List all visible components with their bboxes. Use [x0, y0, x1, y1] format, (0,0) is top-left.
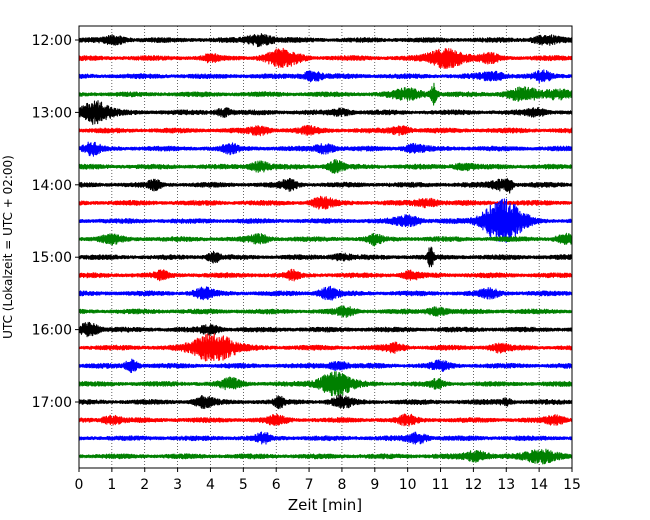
seismogram-trace — [78, 431, 573, 445]
seismogram-trace — [78, 198, 573, 244]
seismogram-trace — [78, 100, 573, 125]
seismogram-traces — [78, 33, 573, 465]
seismogram-trace — [78, 393, 573, 410]
seismogram-trace — [78, 448, 573, 465]
x-tick-label: 11 — [432, 477, 450, 493]
y-axis-label: UTC (Lokalzeit = UTC + 02:00) — [1, 155, 15, 339]
x-tick-label: 7 — [305, 477, 314, 493]
seismogram-trace — [78, 47, 573, 70]
seismogram-trace — [78, 33, 573, 48]
x-axis-label: Zeit [min] — [288, 496, 362, 514]
x-tick-label: 3 — [173, 477, 182, 493]
seismogram-trace — [78, 358, 573, 374]
seismogram-trace — [78, 285, 573, 301]
x-tick-label: 13 — [497, 477, 515, 493]
seismogram-trace — [78, 333, 573, 362]
x-tick-label: 15 — [563, 477, 581, 493]
x-tick-label: 0 — [75, 477, 84, 493]
y-tick-label: 13:00 — [32, 105, 72, 121]
seismogram-trace — [78, 246, 573, 268]
y-tick-label: 14:00 — [32, 178, 72, 194]
x-axis-ticks: 0 1 2 3 4 5 6 7 8 9 10 11 12 13 14 15 — [75, 468, 581, 493]
x-tick-label: 8 — [337, 477, 346, 493]
y-tick-label: 17:00 — [32, 395, 72, 411]
seismogram-trace — [78, 69, 573, 84]
seismogram-trace — [78, 232, 573, 247]
seismogram-trace — [78, 141, 573, 157]
x-tick-label: 4 — [206, 477, 215, 493]
x-tick-label: 10 — [399, 477, 417, 493]
plot-frame — [78, 25, 573, 469]
seismogram-trace — [78, 371, 573, 397]
x-tick-label: 2 — [140, 477, 149, 493]
x-tick-label: 1 — [107, 477, 116, 493]
y-tick-label: 12:00 — [32, 33, 72, 49]
seismogram-trace — [78, 305, 573, 318]
seismogram-trace — [78, 268, 573, 282]
y-axis-ticks: 12:00 13:00 14:00 15:00 16:00 17:00 — [32, 33, 79, 411]
y-tick-label: 16:00 — [32, 323, 72, 339]
seismogram-trace — [78, 413, 573, 427]
seismogram-trace — [78, 195, 573, 210]
seismogram-trace — [78, 159, 573, 174]
x-tick-label: 5 — [239, 477, 248, 493]
y-tick-label: 15:00 — [32, 250, 72, 266]
x-tick-label: 14 — [530, 477, 548, 493]
x-tick-label: 12 — [464, 477, 482, 493]
seismogram-trace — [78, 124, 573, 137]
seismogram-trace — [78, 82, 573, 106]
x-tick-label: 6 — [272, 477, 281, 493]
seismogram-trace — [78, 321, 573, 338]
seismogram-trace — [78, 177, 573, 194]
x-tick-label: 9 — [370, 477, 379, 493]
